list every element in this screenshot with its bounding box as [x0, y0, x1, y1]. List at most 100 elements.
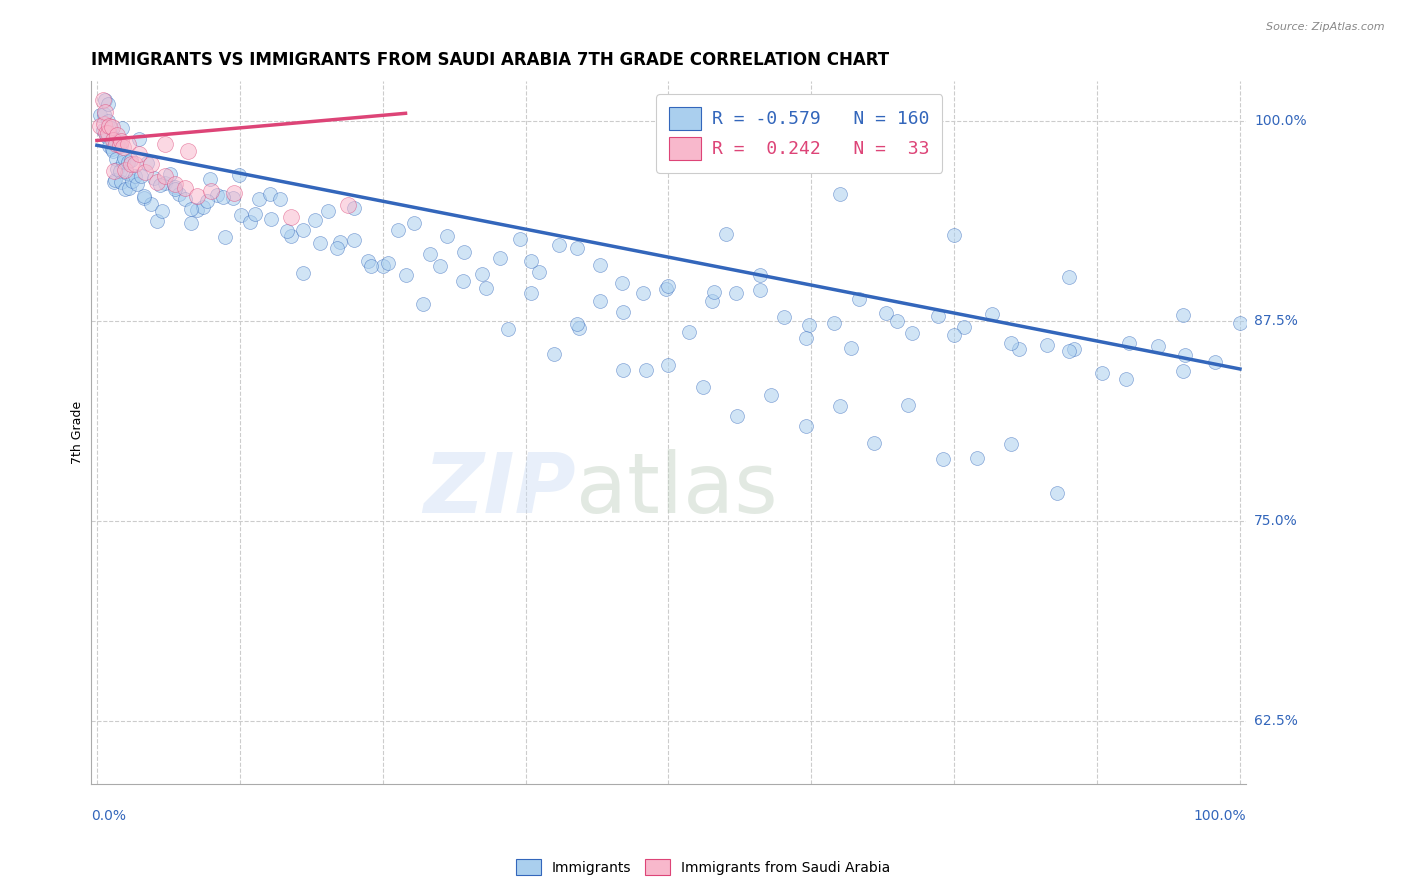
Point	[863, 435, 886, 450]
Point	[1008, 342, 1031, 356]
Point	[1171, 364, 1194, 378]
Point	[174, 192, 197, 206]
Point	[107, 128, 129, 142]
Point	[120, 153, 142, 168]
Point	[1204, 355, 1226, 369]
Point	[97, 127, 120, 141]
Point	[101, 133, 124, 147]
Point	[247, 192, 270, 206]
Point	[543, 347, 565, 361]
Point	[132, 189, 155, 203]
Point	[118, 181, 141, 195]
Point	[655, 282, 678, 296]
Legend: Immigrants, Immigrants from Saudi Arabia: Immigrants, Immigrants from Saudi Arabia	[510, 854, 896, 880]
Point	[128, 131, 150, 145]
Point	[112, 139, 135, 153]
Point	[112, 155, 135, 169]
Text: Source: ZipAtlas.com: Source: ZipAtlas.com	[1267, 22, 1385, 32]
Point	[489, 251, 512, 265]
Point	[291, 266, 314, 280]
Point	[198, 172, 221, 186]
Point	[901, 326, 924, 340]
Point	[97, 96, 120, 111]
Text: 0.0%: 0.0%	[91, 809, 127, 823]
Point	[797, 318, 820, 333]
Point	[259, 211, 281, 226]
Point	[186, 188, 208, 202]
Point	[177, 144, 200, 158]
Point	[98, 119, 121, 133]
Point	[748, 283, 770, 297]
Point	[228, 168, 250, 182]
Point	[100, 120, 122, 134]
Point	[547, 237, 569, 252]
Point	[105, 153, 128, 167]
Point	[966, 451, 988, 466]
Point	[565, 241, 588, 255]
Point	[308, 236, 330, 251]
Point	[1091, 366, 1114, 380]
Point	[471, 268, 494, 282]
Point	[304, 213, 326, 227]
Point	[1229, 317, 1251, 331]
Point	[1118, 335, 1140, 350]
Point	[103, 163, 125, 178]
Point	[703, 285, 725, 299]
Point	[343, 233, 366, 247]
Point	[633, 286, 655, 301]
Point	[93, 117, 115, 131]
Point	[117, 136, 139, 151]
Point	[343, 202, 366, 216]
Text: 62.5%: 62.5%	[1254, 714, 1298, 728]
Point	[657, 278, 679, 293]
Point	[163, 179, 186, 194]
Point	[828, 187, 851, 202]
Point	[337, 198, 360, 212]
Point	[259, 187, 281, 202]
Point	[402, 216, 425, 230]
Point	[167, 186, 190, 201]
Point	[280, 210, 302, 224]
Point	[724, 286, 747, 301]
Point	[110, 175, 132, 189]
Point	[1046, 486, 1069, 500]
Point	[520, 285, 543, 300]
Point	[451, 274, 474, 288]
Point	[748, 268, 770, 282]
Point	[1000, 336, 1022, 351]
Text: ZIP: ZIP	[423, 449, 576, 530]
Point	[520, 253, 543, 268]
Point	[589, 294, 612, 309]
Text: atlas: atlas	[576, 449, 778, 530]
Point	[114, 181, 136, 195]
Point	[125, 177, 148, 191]
Point	[794, 331, 817, 345]
Point	[163, 177, 186, 191]
Point	[155, 136, 177, 151]
Point	[163, 181, 186, 195]
Point	[943, 327, 966, 342]
Point	[222, 191, 245, 205]
Point	[107, 138, 129, 153]
Point	[1057, 344, 1080, 359]
Point	[1174, 347, 1197, 361]
Point	[612, 305, 634, 319]
Point	[875, 306, 897, 320]
Point	[848, 292, 870, 306]
Point	[839, 341, 862, 355]
Point	[953, 320, 976, 334]
Point	[243, 207, 266, 221]
Point	[100, 121, 122, 136]
Point	[980, 307, 1002, 321]
Point	[103, 175, 125, 189]
Point	[371, 259, 394, 273]
Point	[678, 325, 700, 339]
Point	[794, 419, 817, 434]
Point	[932, 452, 955, 467]
Point	[222, 186, 245, 200]
Point	[149, 178, 172, 193]
Point	[143, 171, 166, 186]
Text: IMMIGRANTS VS IMMIGRANTS FROM SAUDI ARABIA 7TH GRADE CORRELATION CHART: IMMIGRANTS VS IMMIGRANTS FROM SAUDI ARAB…	[91, 51, 890, 69]
Point	[634, 363, 657, 377]
Point	[155, 169, 177, 184]
